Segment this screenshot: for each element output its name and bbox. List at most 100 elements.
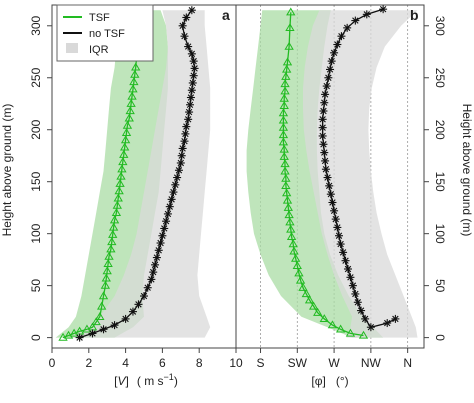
point-tsf-28 — [279, 144, 289, 153]
point-tsf-15 — [288, 239, 298, 248]
asterisk-stroke — [334, 41, 341, 48]
asterisk-stroke — [190, 57, 197, 65]
point-notsf-26 — [318, 123, 327, 132]
x-label-a-close: ) — [174, 374, 178, 388]
point-notsf-33 — [326, 65, 334, 74]
asterisk-stroke — [100, 326, 107, 333]
point-tsf-16 — [107, 237, 117, 246]
point-tsf-4 — [319, 314, 329, 323]
point-notsf-32 — [324, 73, 333, 82]
point-notsf-21 — [169, 188, 178, 197]
point-notsf-41 — [184, 42, 193, 51]
asterisk-stroke — [135, 301, 142, 308]
y-tick-label-3: 150 — [29, 171, 43, 191]
x-axis-label-b: [φ] (°) — [311, 374, 348, 388]
point-notsf-41 — [379, 5, 388, 14]
asterisk-stroke — [325, 74, 332, 81]
asterisk-stroke — [320, 141, 327, 148]
asterisk-stroke — [349, 282, 357, 289]
point-tsf-23 — [114, 186, 124, 195]
iqr-bands-b — [246, 10, 418, 338]
legend-label-notsf: no TSF — [89, 28, 125, 40]
asterisk-stroke — [344, 265, 352, 273]
point-notsf-20 — [167, 195, 176, 204]
point-notsf-15 — [158, 231, 167, 240]
point-notsf-40 — [187, 49, 196, 58]
point-tsf-42 — [285, 23, 295, 32]
series-b — [278, 5, 400, 339]
point-tsf-27 — [118, 157, 128, 166]
x-label-a-var: V — [118, 374, 127, 388]
point-notsf-19 — [165, 202, 174, 211]
point-notsf-18 — [326, 190, 335, 199]
asterisk-stroke — [168, 196, 175, 203]
asterisk-stroke — [144, 284, 151, 291]
x-ticks-a: 0 2 4 6 8 10 — [49, 348, 243, 370]
point-tsf-12 — [292, 261, 302, 270]
point-notsf-22 — [171, 180, 180, 189]
iqr-bands-a — [55, 10, 211, 338]
asterisk-stroke — [320, 107, 327, 115]
point-tsf-9 — [98, 291, 109, 300]
x-label-a-rb: ] — [126, 374, 129, 388]
x-tick-label-2: 4 — [122, 356, 129, 370]
point-tsf-40 — [282, 57, 293, 66]
asterisk-stroke — [184, 116, 192, 123]
asterisk-stroke — [188, 87, 196, 94]
point-tsf-24 — [115, 178, 125, 187]
asterisk-stroke — [173, 174, 181, 181]
y-tick-label-5: 250 — [433, 68, 447, 88]
point-notsf-10 — [341, 256, 350, 265]
point-notsf-27 — [318, 115, 327, 124]
point-notsf-38 — [343, 23, 352, 32]
asterisk-stroke — [335, 232, 343, 239]
point-tsf-6 — [308, 301, 319, 310]
asterisk-stroke — [166, 203, 173, 210]
plot-frame-b — [235, 4, 425, 349]
point-tsf-33 — [124, 113, 134, 122]
asterisk-stroke — [187, 94, 195, 101]
point-notsf-32 — [185, 108, 194, 117]
x-tick-label-2: W — [328, 356, 340, 370]
point-notsf-0 — [391, 314, 400, 323]
point-notsf-8 — [143, 283, 152, 292]
point-tsf-21 — [282, 195, 293, 204]
panel-label-a: a — [222, 7, 230, 23]
asterisk-stroke — [159, 232, 166, 239]
point-tsf-10 — [295, 275, 306, 284]
asterisk-stroke — [148, 276, 155, 283]
point-tsf-36 — [127, 91, 137, 100]
point-notsf-8 — [346, 273, 355, 282]
point-tsf-14 — [104, 251, 114, 260]
point-tsf-34 — [125, 106, 135, 115]
y-tick-label-1: 50 — [29, 279, 43, 293]
point-notsf-10 — [149, 268, 158, 277]
point-notsf-30 — [321, 90, 330, 99]
asterisk-stroke — [122, 315, 129, 323]
point-notsf-6 — [134, 300, 143, 309]
point-notsf-24 — [174, 166, 183, 175]
x-tick-label-0: S — [257, 356, 265, 370]
legend-label-tsf: TSF — [89, 12, 110, 24]
asterisk-stroke — [384, 319, 391, 327]
point-tsf-8 — [97, 301, 107, 310]
iqr-band-notsf — [303, 10, 418, 338]
asterisk-stroke — [190, 72, 197, 79]
asterisk-stroke — [334, 224, 341, 231]
y-tick-label-4: 200 — [433, 120, 447, 140]
point-tsf-8 — [301, 289, 311, 298]
x-label-a-lb: [ — [114, 374, 118, 388]
legend: TSF no TSF IQR — [56, 4, 154, 62]
asterisk-stroke — [184, 43, 192, 50]
asterisk-stroke — [179, 22, 186, 30]
point-notsf-30 — [182, 122, 191, 131]
point-notsf-22 — [321, 156, 330, 165]
asterisk-stroke — [191, 65, 198, 72]
x-tick-label-4: 8 — [196, 356, 203, 370]
point-notsf-14 — [333, 223, 342, 232]
point-notsf-28 — [319, 107, 328, 116]
point-tsf-20 — [283, 202, 293, 211]
x-ticks-b: S SW W NW N — [257, 348, 412, 370]
point-tsf-33 — [278, 108, 289, 117]
point-notsf-19 — [325, 181, 334, 190]
